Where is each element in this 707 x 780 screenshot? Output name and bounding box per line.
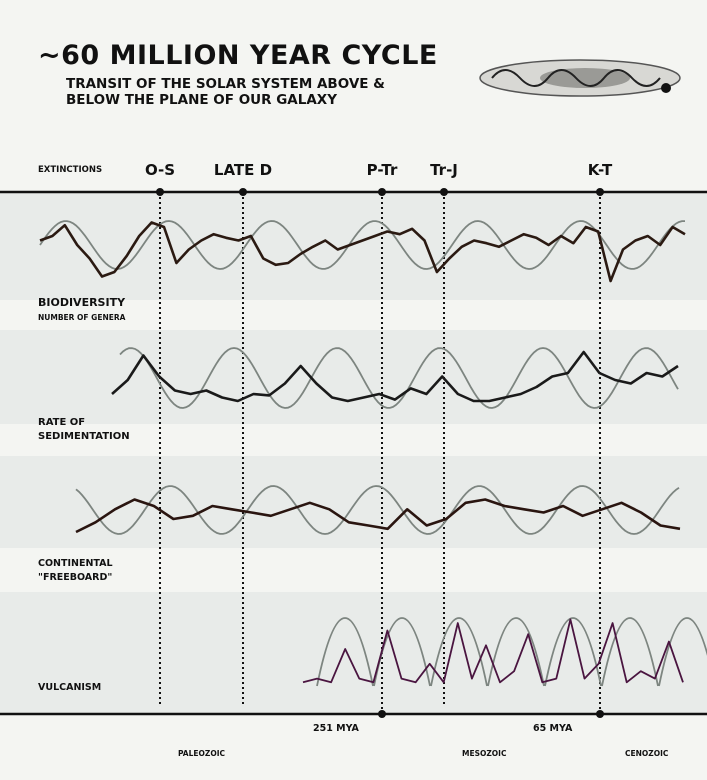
event-dot: [378, 188, 386, 196]
subtitle-line-1: TRANSIT OF THE SOLAR SYSTEM ABOVE &: [66, 76, 385, 92]
series-line-vulcanism: [302, 618, 684, 684]
label-rate-of: RATE OF: [38, 417, 85, 428]
label-continental: CONTINENTAL: [38, 558, 113, 569]
series-line-continental-freeboard: [75, 498, 681, 534]
page-title: ~60 MILLION YEAR CYCLE: [38, 40, 438, 71]
extinction-events: O-S LATE D P-Tr Tr-J K-T: [145, 161, 613, 718]
band-biodiversity: [0, 192, 707, 300]
marker-65-mya: 65 MYA: [533, 723, 573, 734]
event-label: P-Tr: [367, 161, 398, 179]
label-genera: NUMBER OF GENERA: [38, 313, 126, 322]
event-dot: [440, 188, 448, 196]
label-sedimentation: SEDIMENTATION: [38, 431, 130, 442]
cycle-sine-line: [316, 617, 707, 687]
band-volcanism: [0, 592, 707, 714]
event-label: K-T: [588, 161, 613, 179]
band-freeboard: [0, 456, 707, 548]
event-label: O-S: [145, 161, 175, 179]
cycle-sine-line: [75, 485, 680, 535]
subtitle-line-2: BELOW THE PLANE OF OUR GALAXY: [66, 92, 337, 108]
marker-dot: [378, 710, 386, 718]
era-paleozoic: PALEOZOIC: [178, 749, 225, 758]
marker-dot: [596, 710, 604, 718]
event-dot: [596, 188, 604, 196]
era-cenozoic: CENOZOIC: [625, 749, 669, 758]
label-volcanism: VULCANISM: [38, 682, 101, 693]
event-label: LATE D: [214, 161, 272, 179]
label-biodiversity: BIODIVERSITY: [38, 296, 126, 309]
event-label: Tr-J: [430, 161, 458, 179]
label-extinctions: EXTINCTIONS: [38, 165, 102, 175]
marker-251-mya: 251 MYA: [313, 723, 360, 734]
event-dot: [239, 188, 247, 196]
label-freeboard: "FREEBOARD": [38, 572, 112, 583]
series-lines: [39, 220, 707, 687]
era-mesozoic: MESOZOIC: [462, 749, 507, 758]
galaxy-disk-icon: [479, 59, 681, 97]
event-dot: [156, 188, 164, 196]
page-subtitle: TRANSIT OF THE SOLAR SYSTEM ABOVE & BELO…: [66, 76, 426, 108]
cycle-sine-line: [119, 347, 679, 409]
band-sedimentation: [0, 330, 707, 424]
series-line-biodiversity: [39, 221, 686, 283]
cycle-sine-line: [39, 220, 685, 270]
series-line-rate-of-sedimentation: [111, 350, 679, 403]
